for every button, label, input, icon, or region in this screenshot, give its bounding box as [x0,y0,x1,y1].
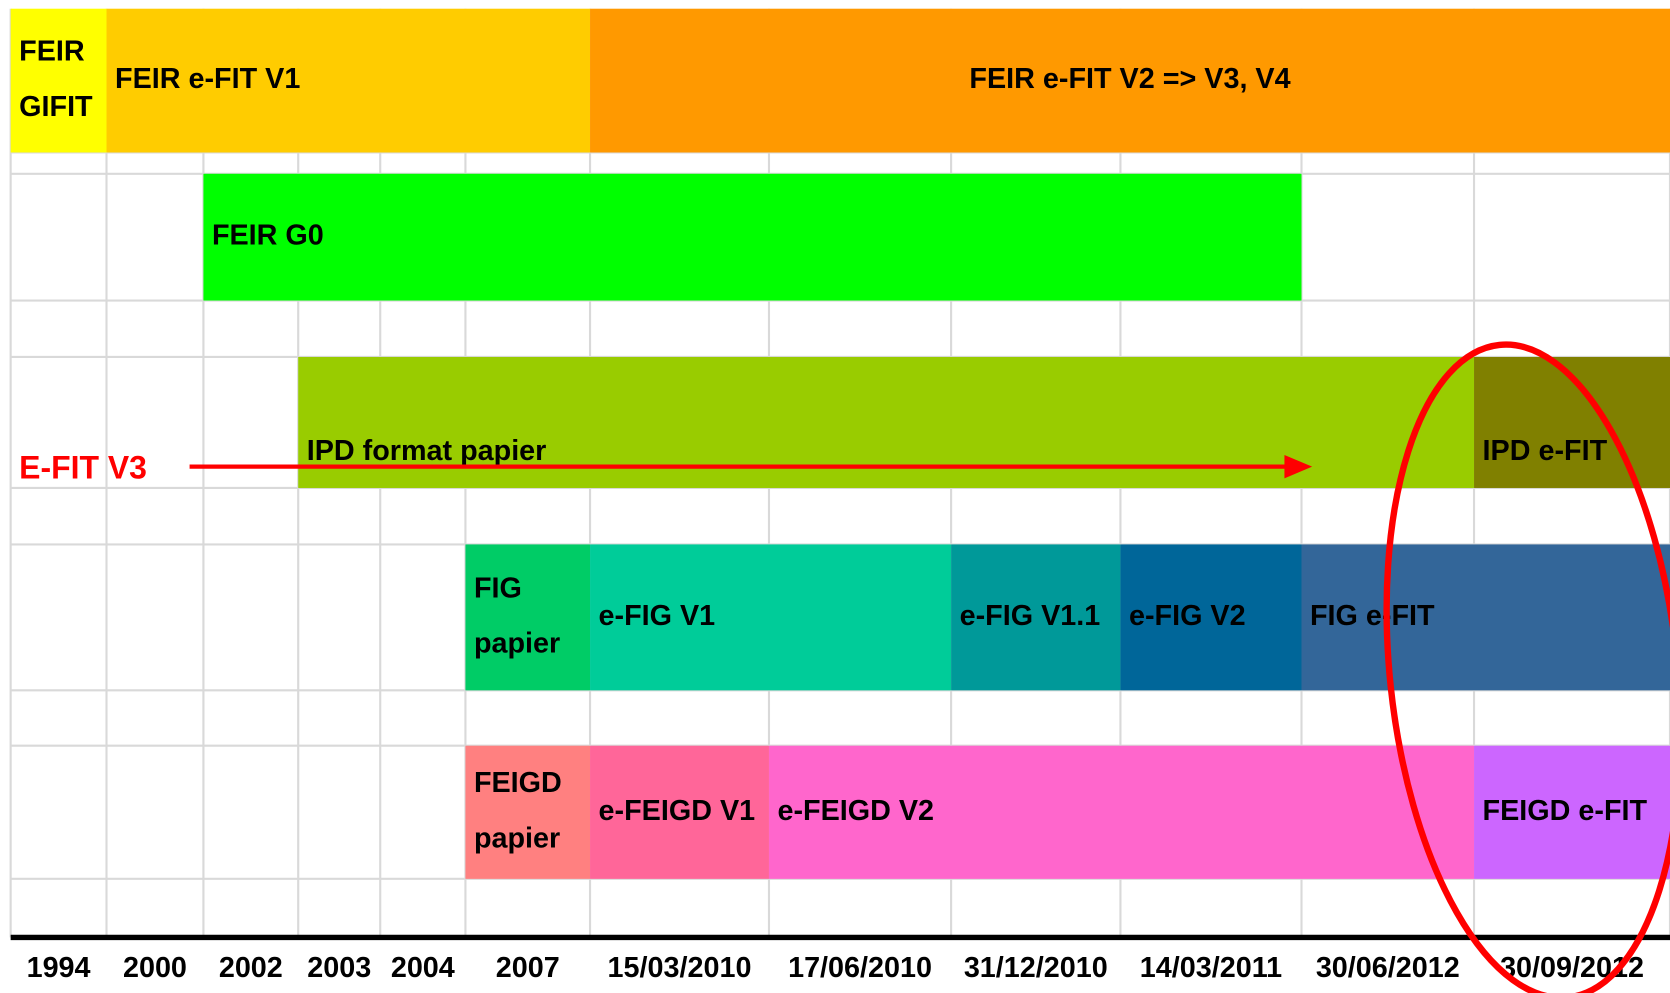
bar-label: FEIR e-FIT V1 [115,63,300,95]
bar-label: FIG [474,572,522,604]
bar-label: e-FIG V1.1 [960,600,1101,632]
column-label: 2007 [496,952,560,984]
overlay: 1994 2000 2002 2003 2004 2007 15/03/2010 17/06/… [10,341,1670,993]
column-label: 2002 [219,952,283,984]
arrow-label: E-FIT V3 [19,449,147,485]
bar [590,8,1670,153]
bar [106,8,591,153]
bar-label: papier [474,628,560,660]
column-label: 30/06/2012 [1316,952,1460,984]
bar-label: papier [474,823,560,855]
bar [465,745,591,879]
bar [10,8,107,153]
column-label: 1994 [27,952,91,984]
bar [1474,745,1670,879]
bar [590,745,769,879]
bar-label: e-FEIGD V2 [777,795,934,827]
bar [590,544,952,691]
column-label: 2000 [123,952,187,984]
bar [465,544,591,691]
bar-label: FEIR e-FIT V2 => V3, V4 [969,63,1290,95]
bar-label: e-FIG V1 [599,600,716,632]
bar-label: e-FIG V2 [1129,600,1246,632]
column-label: 2004 [391,952,455,984]
arrow-head [1284,454,1313,479]
bars: FEIR GIFIT FEIR e-FIT V1 FEIR e-FIT V2 => V… [10,8,1670,879]
bar-label: FEIR [19,36,85,68]
column-label: 17/06/2010 [788,952,932,984]
highlight-ellipse [1383,341,1670,993]
bar-label: FEIR G0 [212,220,324,252]
column-label: 15/03/2010 [608,952,752,984]
bar [951,544,1121,691]
bar-label: FEIGD [474,767,562,799]
bar [1120,544,1302,691]
bar-label: e-FEIGD V1 [599,795,756,827]
bar [1301,544,1670,691]
bar-label: FEIGD e-FIT [1483,795,1648,827]
bar [768,745,1475,879]
column-label: 2003 [307,952,371,984]
column-label: 31/12/2010 [964,952,1108,984]
bar-label: IPD format papier [307,435,547,467]
bar-label: IPD e-FIT [1483,435,1608,467]
bar-label: GIFIT [19,91,93,123]
column-label: 14/03/2011 [1140,952,1282,984]
bar-label: FIG e-FIT [1310,600,1435,632]
bar [203,173,1302,301]
